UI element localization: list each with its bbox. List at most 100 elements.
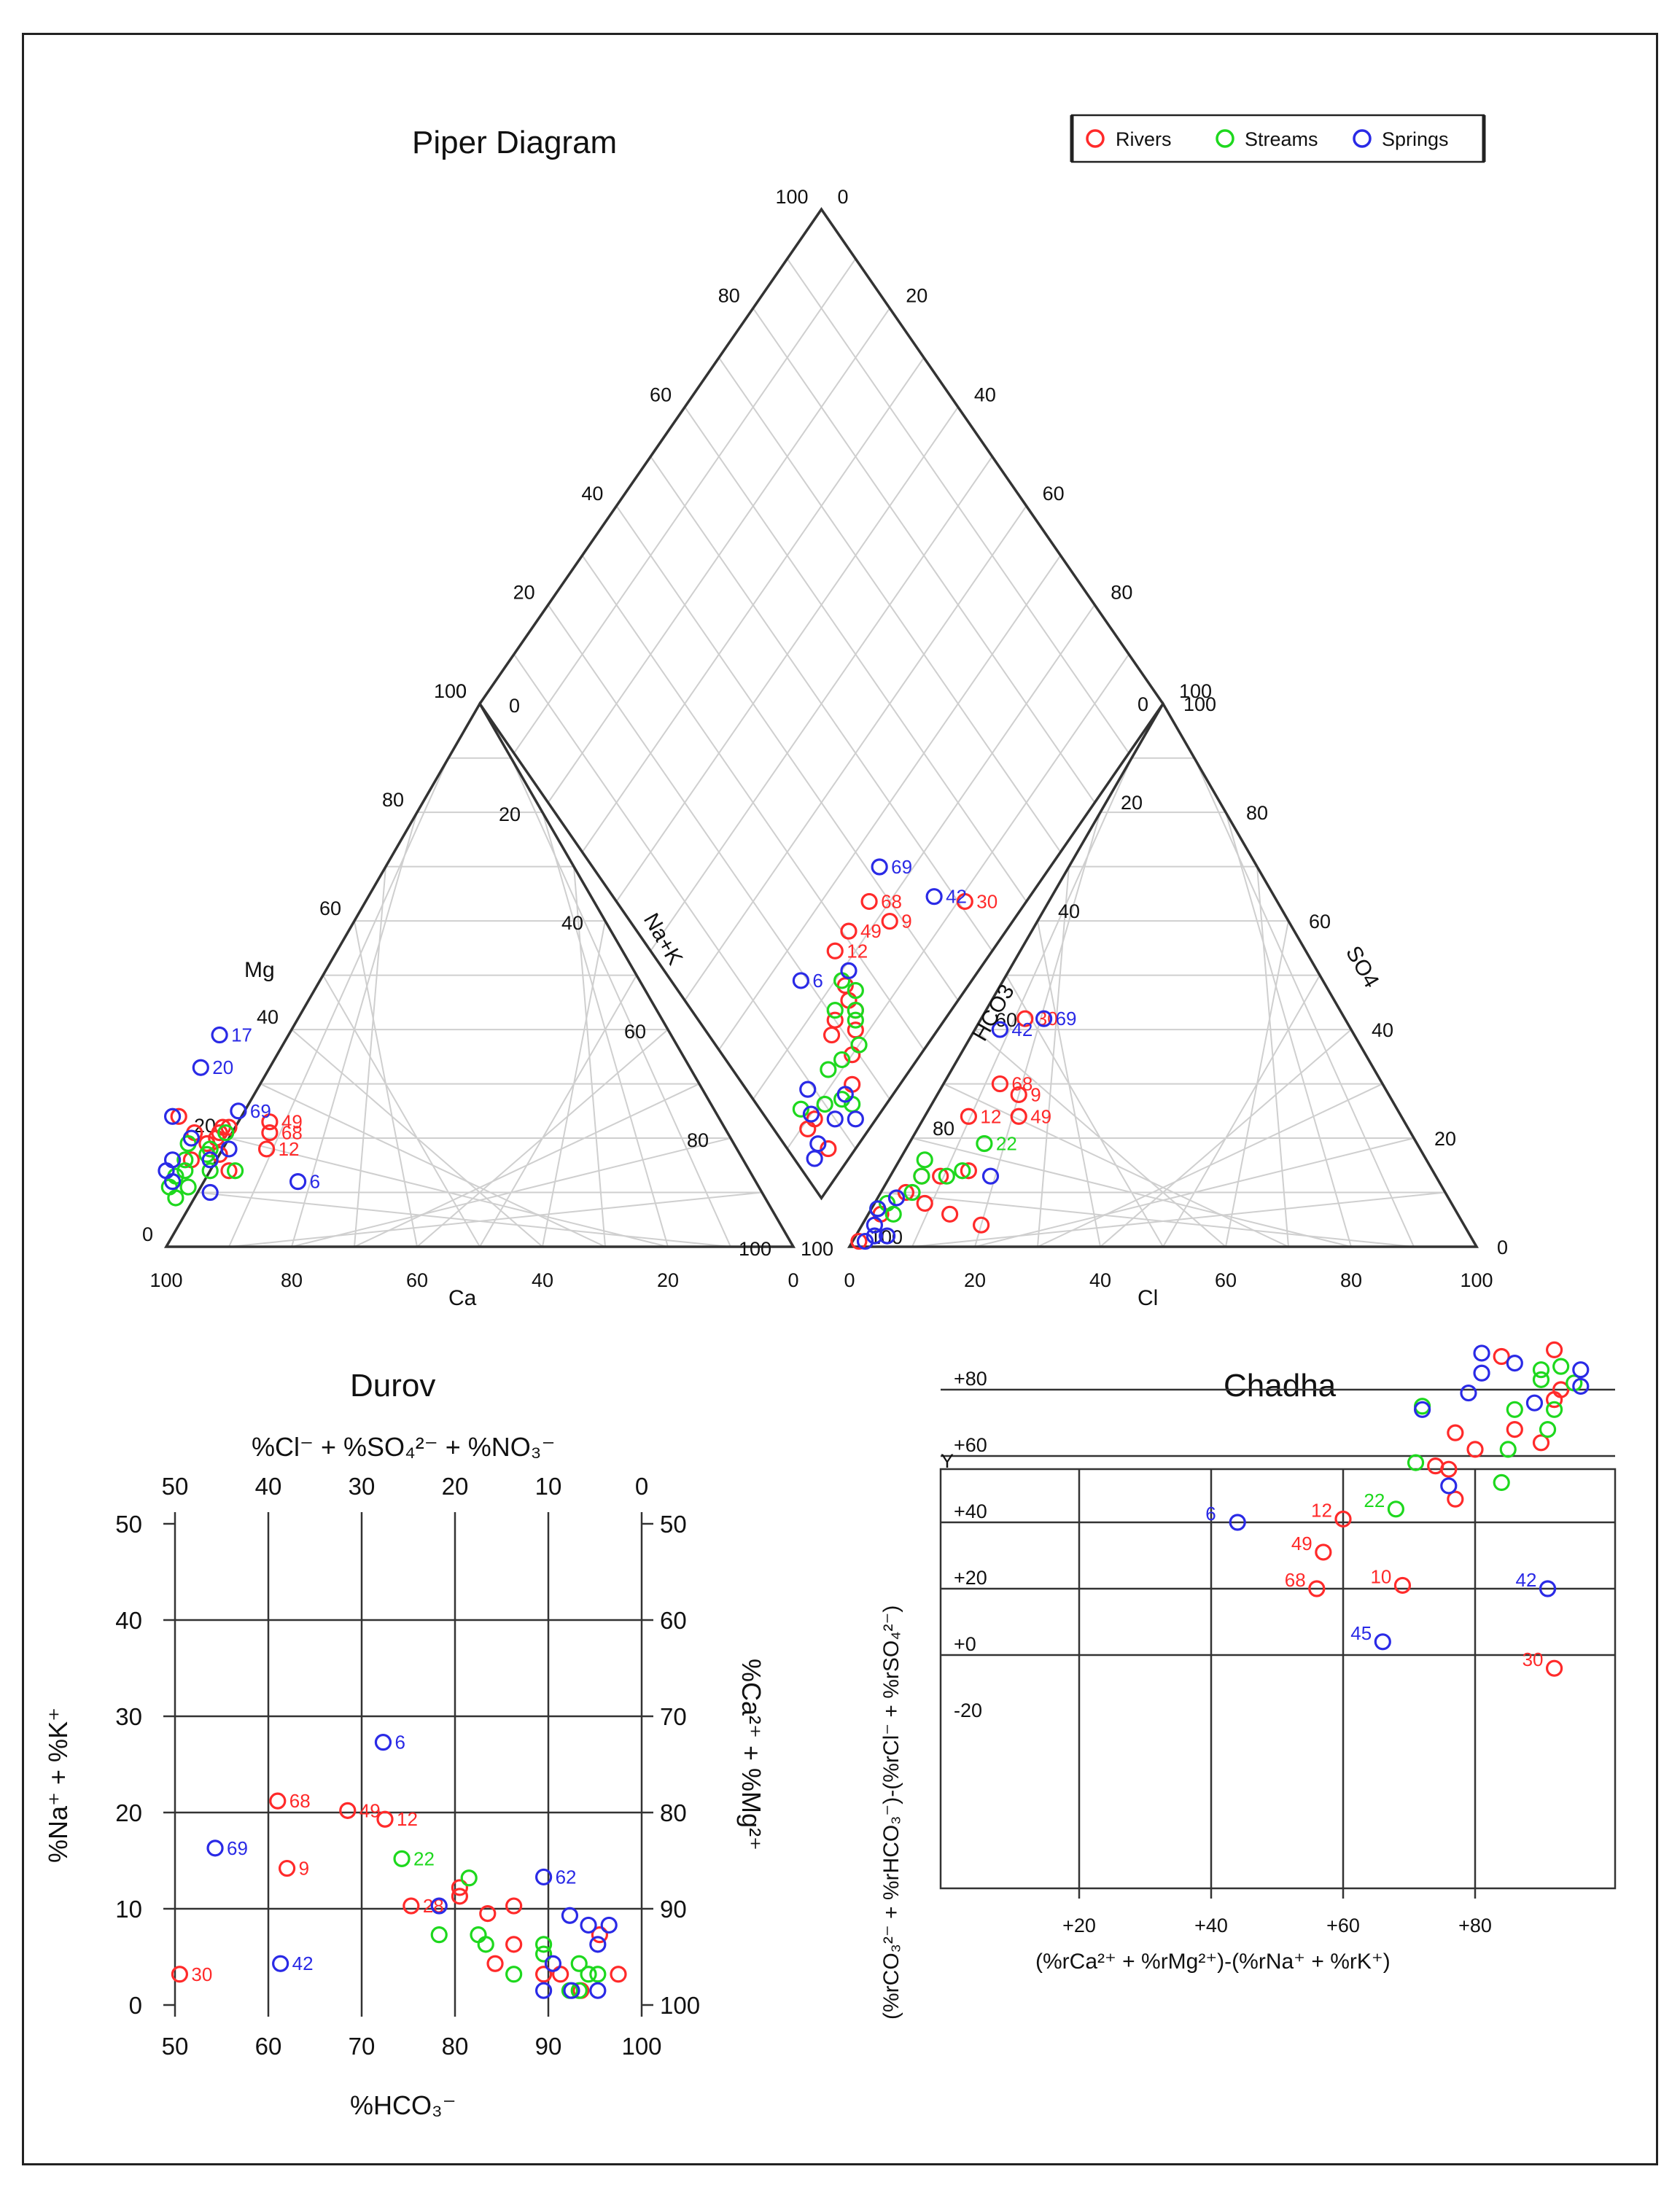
diamond-point-label: 42 <box>946 886 967 908</box>
chadha-point-label: 6 <box>1205 1503 1216 1525</box>
durov-right-tick-label: 100 <box>660 1992 700 2019</box>
durov-top-tick-label: 30 <box>349 1473 376 1500</box>
anion-point-springs <box>856 1232 874 1250</box>
diamond-tick-label: 80 <box>1111 582 1132 604</box>
cation-point-label: 49 <box>281 1111 303 1133</box>
chadha-y-marker: Y <box>941 1450 954 1472</box>
chadha-ticks: +20 +40 +60 +80 +80 +60 +40 +20 +0 -20 <box>954 1368 1492 1936</box>
chadha-grid <box>939 1388 1617 1899</box>
cl-tick-label: 40 <box>1089 1269 1111 1291</box>
legend-label-streams: Streams <box>1245 128 1318 150</box>
cation-point-label: 17 <box>231 1024 252 1046</box>
cation-point-rivers <box>170 1107 187 1125</box>
diamond-point-springs <box>871 858 888 876</box>
so4-tick-label: 80 <box>1246 802 1268 824</box>
anion-point-rivers <box>941 1205 959 1223</box>
cation-triangle-grid-line <box>510 758 731 1247</box>
anion-point-springs <box>991 1021 1009 1038</box>
durov-point-label: 9 <box>299 1858 309 1880</box>
anion-point-springs <box>981 1167 1000 1185</box>
chadha-y-tick-label: +20 <box>954 1567 987 1589</box>
durov-left-tick-label: 50 <box>115 1511 142 1538</box>
anion-point-label: 12 <box>980 1105 1001 1127</box>
diamond-point-streams <box>847 981 864 1000</box>
diamond-point-streams <box>792 1100 809 1118</box>
cation-point-label: 12 <box>279 1138 300 1160</box>
mg-tick-label: 100 <box>434 680 467 702</box>
durov-left-axis-label: %Na⁺ + %K⁺ <box>43 1708 73 1863</box>
diamond-grid-line <box>786 258 1129 754</box>
cation-triangle-grid-line <box>542 811 669 1247</box>
chadha-point-rivers <box>1427 1457 1444 1475</box>
chadha-point-springs <box>1374 1633 1391 1651</box>
diamond-tick-label: 0 <box>456 680 467 702</box>
so4-tick-label: 100 <box>1183 693 1216 715</box>
durov-point-streams <box>534 1936 553 1953</box>
durov-bottom-tick-label: 90 <box>535 2033 562 2060</box>
durov-point-springs <box>272 1955 289 1972</box>
diamond-point-label: 68 <box>881 890 902 912</box>
cation-point-streams <box>167 1189 184 1207</box>
anion-point-springs <box>866 1227 884 1245</box>
anion-point-rivers <box>850 1232 868 1250</box>
durov-bottom-tick-label: 100 <box>621 2033 661 2060</box>
durov-point-springs <box>374 1734 392 1751</box>
durov-point-streams <box>534 1945 553 1963</box>
anion-triangle-grid-line <box>1194 758 1415 1247</box>
chadha-point-label: 68 <box>1285 1569 1306 1591</box>
cation-point-springs <box>220 1140 238 1158</box>
diamond-tick-label: 100 <box>775 186 808 208</box>
chadha-point-springs <box>1572 1361 1590 1379</box>
durov-point-rivers <box>171 1966 188 1983</box>
so4-axis-label: SO4 <box>1341 942 1384 992</box>
hco3-tick-label: 100 <box>870 1226 903 1248</box>
durov-right-tick-label: 70 <box>660 1703 687 1730</box>
so4-tick-label: 0 <box>1497 1237 1508 1258</box>
chadha-point-rivers <box>1393 1576 1412 1595</box>
figure-frame <box>22 33 1658 2165</box>
anion-point-rivers <box>1016 1010 1034 1027</box>
cation-point-rivers <box>261 1124 279 1142</box>
durov-left-tick-label: 30 <box>115 1703 142 1730</box>
na-k-tick-label: 80 <box>687 1129 709 1151</box>
durov-point-rivers <box>451 1888 469 1905</box>
cation-point-streams <box>217 1124 235 1142</box>
durov-left-tick-label: 40 <box>115 1607 142 1634</box>
durov-point-rivers <box>451 1879 469 1896</box>
chadha-plot-border <box>939 1468 1617 1890</box>
durov-point-label: 69 <box>227 1837 248 1859</box>
durov-right-tick-label: 90 <box>660 1896 687 1923</box>
cation-point-rivers <box>261 1113 279 1131</box>
legend-label-springs: Springs <box>1382 128 1449 150</box>
cation-point-streams <box>227 1162 244 1180</box>
durov-left-tick-label: 0 <box>129 1992 142 2019</box>
durov-point-label: 22 <box>413 1848 435 1869</box>
diamond-grid-line <box>581 357 925 853</box>
durov-point-springs <box>561 1907 579 1924</box>
durov-point-springs <box>589 1982 607 1999</box>
durov-point-rivers <box>269 1792 287 1810</box>
legend-item-streams: Streams <box>1216 128 1318 150</box>
chadha-x-axis-label: (%rCa²⁺ + %rMg²⁺)-(%rNa⁺ + %rK⁺) <box>1035 1950 1391 1974</box>
chadha-point-springs <box>1539 1580 1557 1597</box>
chadha-point-rivers <box>1315 1543 1332 1561</box>
chadha-point-springs <box>1525 1394 1544 1412</box>
durov-point-springs <box>206 1839 224 1857</box>
chadha-point-streams <box>1499 1441 1517 1458</box>
durov-title: Durov <box>350 1368 435 1403</box>
ca-tick-label: 0 <box>788 1269 798 1291</box>
cation-point-springs <box>289 1173 307 1191</box>
anion-point-streams <box>903 1183 921 1202</box>
anion-point-streams <box>884 1205 902 1223</box>
diamond-grid-line <box>615 406 959 903</box>
ca-tick-label: 100 <box>149 1269 182 1291</box>
anion-point-streams <box>913 1167 930 1185</box>
chadha-point-label: 49 <box>1291 1533 1312 1554</box>
na-k-tick-label: 0 <box>509 695 520 717</box>
diamond-point-springs <box>840 962 858 979</box>
anion-point-rivers <box>916 1194 933 1212</box>
durov-point-rivers <box>402 1897 420 1915</box>
cation-point-springs <box>201 1183 219 1202</box>
